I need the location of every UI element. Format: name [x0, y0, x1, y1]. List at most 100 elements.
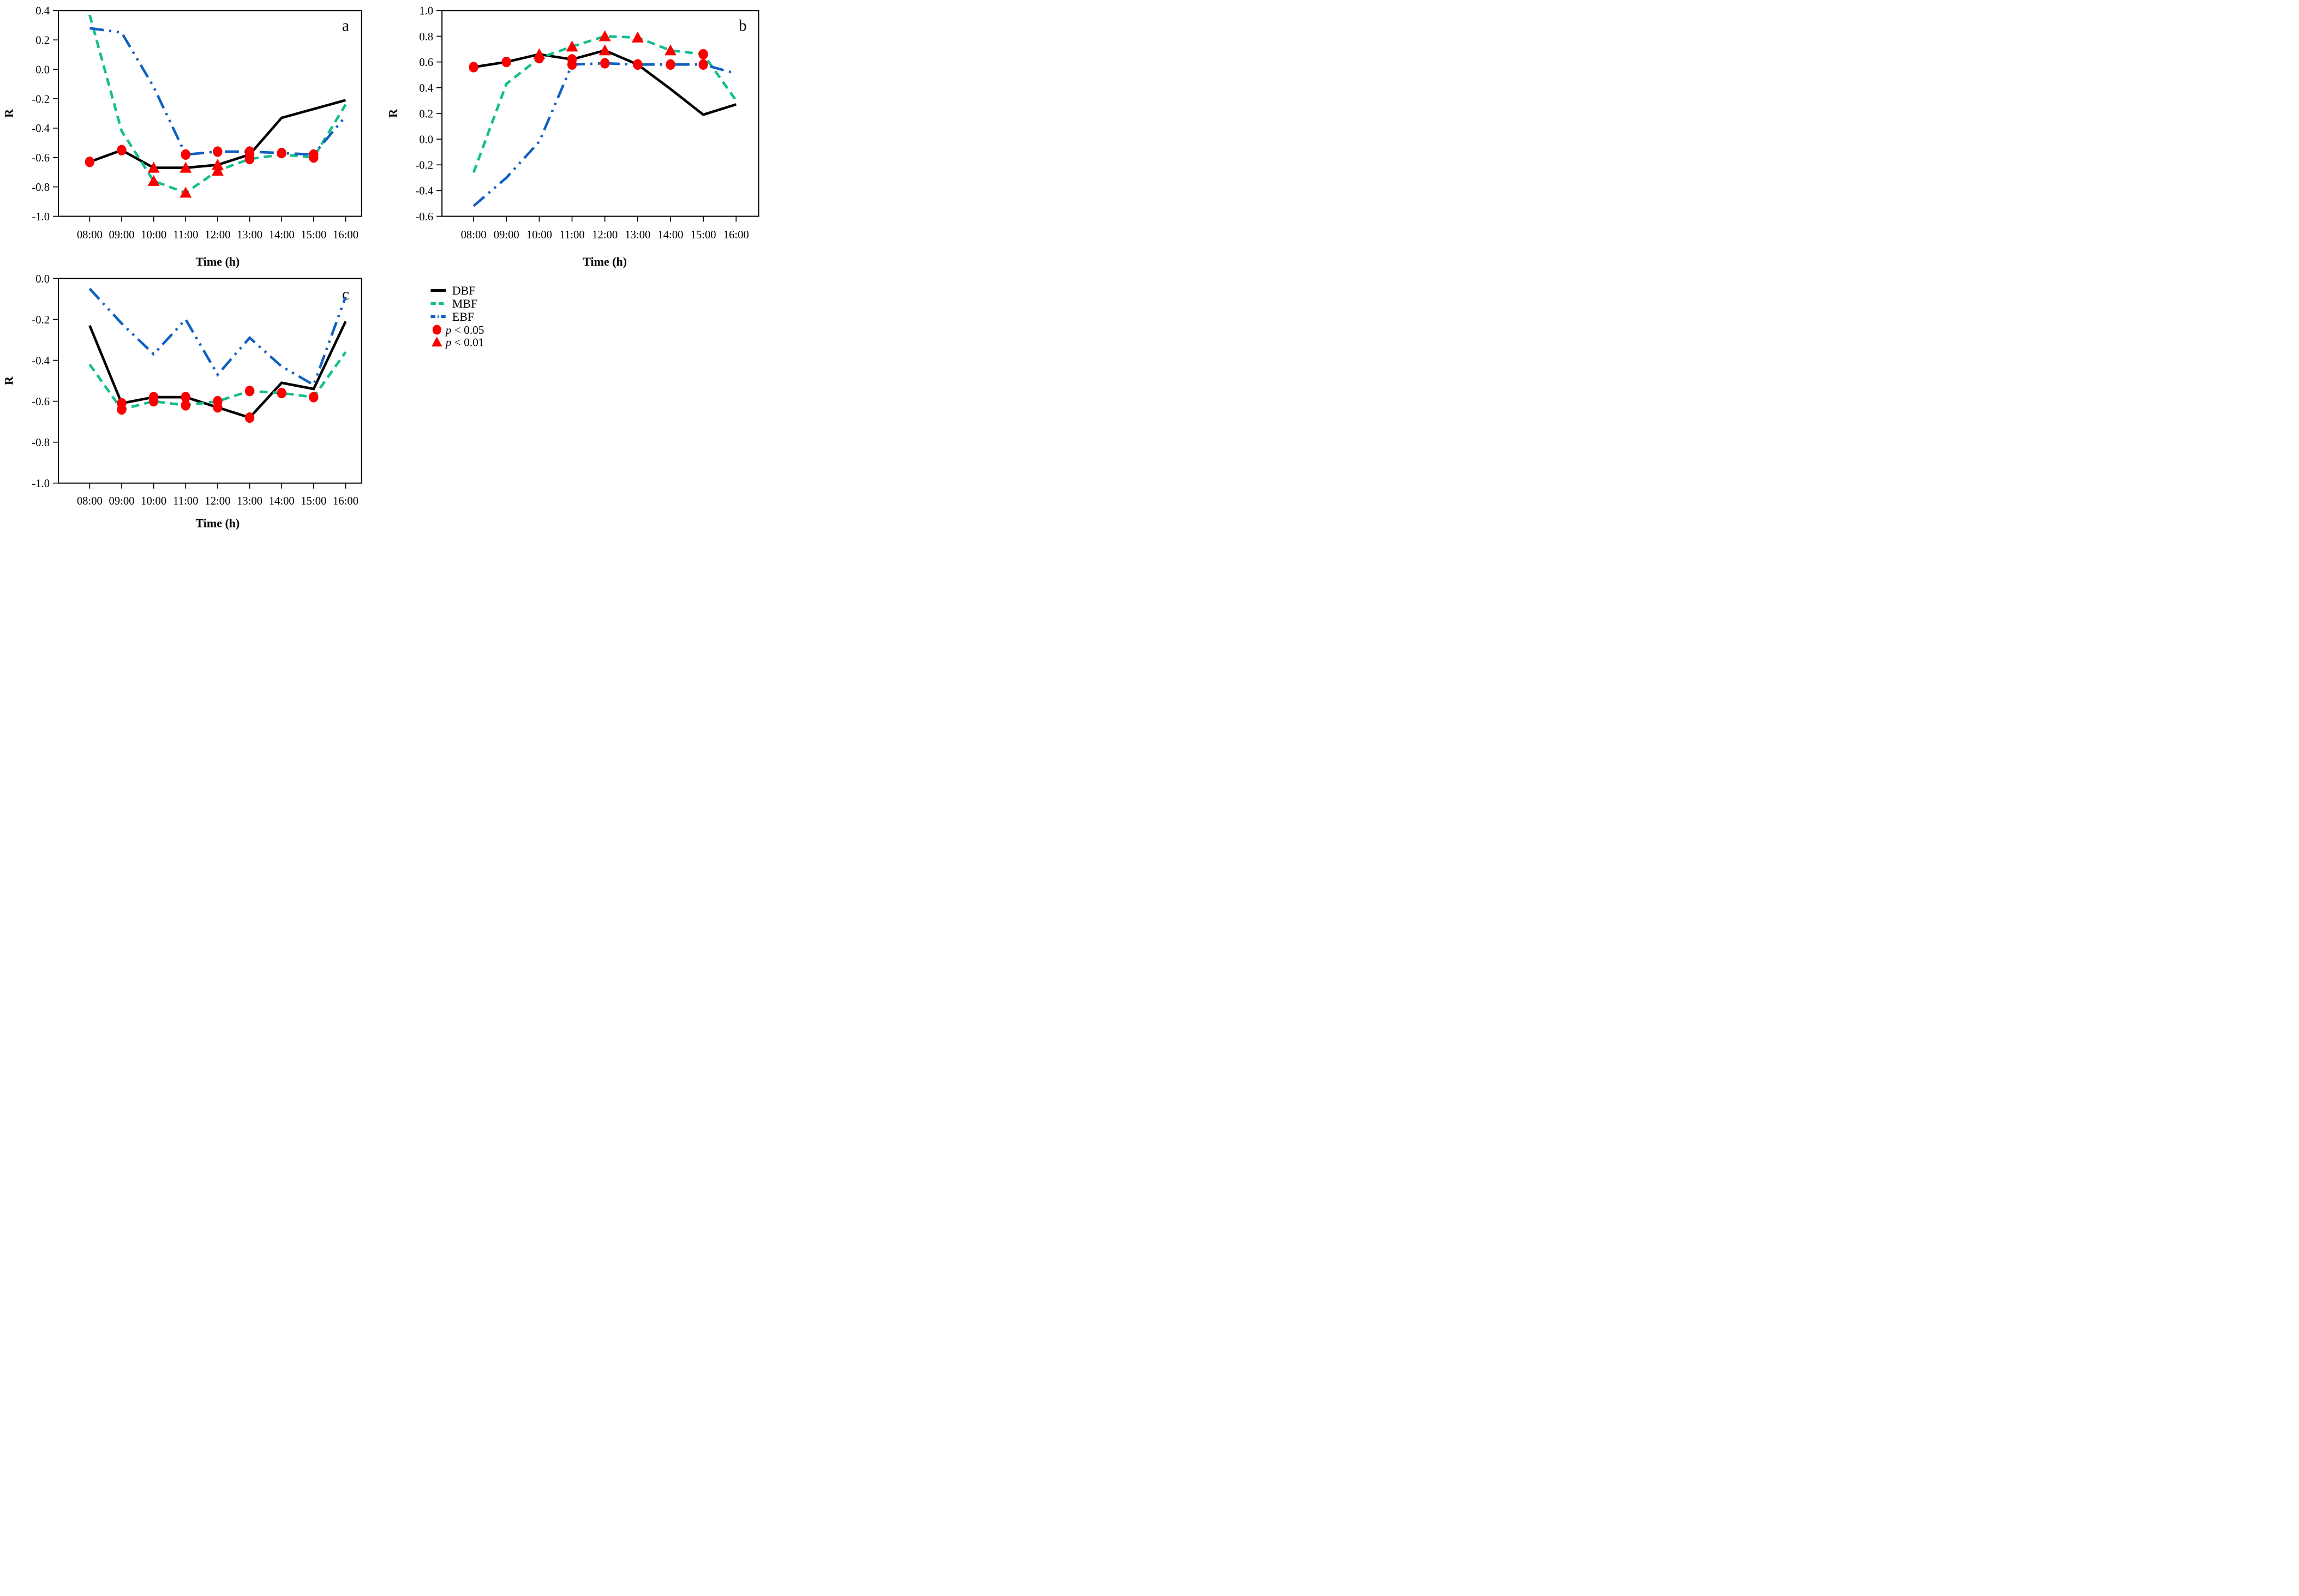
significance-marker-p05: [244, 412, 255, 423]
y-tick-label: -1.0: [32, 211, 50, 223]
x-tick-label: 15:00: [301, 495, 326, 507]
x-tick-label: 08:00: [77, 495, 103, 507]
x-tick-label: 13:00: [625, 229, 650, 241]
x-tick-label: 13:00: [237, 495, 262, 507]
markers-c: [117, 386, 319, 423]
x-tick-label: 14:00: [269, 495, 295, 507]
legend-label-DBF: DBF: [452, 284, 476, 297]
y-axis-title-a: R: [2, 109, 16, 118]
x-tick-label: 10:00: [141, 229, 166, 241]
x-tick-label: 11:00: [173, 495, 198, 507]
plot-frame-c: [58, 278, 362, 484]
x-tick-label: 15:00: [301, 229, 326, 241]
y-tick-label: -0.8: [32, 182, 50, 194]
significance-marker-p05: [117, 145, 127, 155]
significance-marker-p05: [117, 404, 127, 415]
x-tick-label: 14:00: [269, 229, 295, 241]
panel-letter-b: b: [739, 17, 747, 35]
x-tick-label: 08:00: [461, 229, 487, 241]
y-tick-label: -0.2: [32, 314, 50, 326]
significance-marker-p05: [181, 392, 190, 403]
legend-circle-marker: [432, 325, 441, 335]
y-tick-label: -0.2: [415, 160, 433, 172]
significance-marker-p05: [633, 59, 643, 70]
significance-marker-p05: [277, 387, 286, 399]
significance-marker-p05: [244, 386, 255, 397]
x-tick-label: 14:00: [657, 229, 683, 241]
significance-marker-p01: [598, 44, 611, 56]
significance-marker-p01: [147, 175, 160, 186]
x-tick-label: 12:00: [592, 229, 618, 241]
legend-label-p01: p < 0.01: [445, 335, 484, 349]
significance-marker-p01: [147, 161, 160, 173]
x-tick-label: 09:00: [109, 495, 134, 507]
significance-marker-p05: [85, 157, 95, 167]
y-tick-label: 0.4: [419, 82, 433, 94]
significance-marker-p05: [501, 56, 511, 68]
legend-label-EBF: EBF: [452, 310, 474, 323]
x-tick-label: 11:00: [559, 229, 584, 241]
x-tick-label: 08:00: [77, 229, 103, 241]
x-tick-label: 16:00: [333, 229, 358, 241]
x-tick-label: 13:00: [237, 229, 262, 241]
significance-marker-p05: [213, 395, 223, 407]
y-tick-label: 0.2: [419, 108, 433, 120]
significance-marker-p01: [598, 30, 611, 41]
significance-marker-p05: [309, 149, 319, 160]
plot-frame-a: [58, 10, 362, 217]
y-tick-label: -0.6: [32, 396, 50, 408]
series-c-EBF-line: [88, 287, 347, 387]
y-tick-label: -0.6: [32, 152, 50, 164]
series-b-MBF-line: [472, 35, 738, 173]
significance-marker-p01: [566, 40, 578, 52]
significance-marker-p01: [631, 31, 644, 43]
x-tick-label: 10:00: [141, 495, 166, 507]
significance-marker-p05: [698, 59, 708, 70]
y-tick-label: -0.4: [32, 355, 50, 367]
significance-marker-p05: [277, 148, 286, 159]
y-tick-label: -0.6: [415, 211, 433, 223]
significance-marker-p01: [211, 165, 224, 176]
x-tick-label: 16:00: [333, 495, 358, 507]
significance-marker-p05: [244, 153, 255, 165]
x-tick-label: 09:00: [494, 229, 519, 241]
y-tick-label: -1.0: [32, 478, 50, 490]
panel-letter-a: a: [342, 17, 349, 35]
y-tick-label: -0.4: [415, 185, 433, 197]
significance-marker-p05: [567, 59, 577, 70]
x-tick-label: 12:00: [205, 229, 230, 241]
significance-marker-p05: [600, 58, 610, 69]
x-tick-label: 10:00: [526, 229, 552, 241]
significance-marker-p05: [181, 400, 190, 411]
significance-marker-p05: [309, 392, 319, 403]
y-axis-title-c: R: [2, 376, 16, 385]
y-tick-label: 1.0: [419, 5, 433, 17]
significance-marker-p05: [666, 59, 675, 70]
y-tick-label: 0.6: [419, 57, 433, 69]
y-tick-label: -0.4: [32, 123, 50, 135]
significance-marker-p01: [179, 187, 192, 198]
significance-marker-p05: [148, 395, 159, 407]
x-tick-label: 15:00: [691, 229, 716, 241]
figure-canvas: 0.4 0.2 0.0 -0.2 -0.4 -0.6 -0.8 -1.0 08:00 09:00 1…: [2, 5, 759, 530]
y-axis-title-b: R: [386, 109, 399, 118]
legend-label-p05: p < 0.05: [445, 323, 484, 337]
y-tick-label: 0.0: [419, 134, 433, 146]
legend-label-MBF: MBF: [452, 297, 477, 310]
x-tick-label: 16:00: [723, 229, 749, 241]
y-tick-label: -0.2: [32, 93, 50, 105]
y-tick-label: 0.0: [35, 273, 50, 285]
y-tick-label: 0.0: [35, 64, 50, 76]
legend-triangle-marker: [432, 337, 442, 347]
x-tick-label: 09:00: [109, 229, 134, 241]
x-tick-label: 12:00: [205, 495, 230, 507]
x-axis-title-a: Time (h): [196, 255, 240, 268]
correlation-figure: 0.4 0.2 0.0 -0.2 -0.4 -0.6 -0.8 -1.0 08:00 09:00 1…: [0, 0, 767, 532]
significance-marker-p01: [179, 161, 192, 173]
significance-marker-p05: [244, 146, 255, 157]
y-tick-label: 0.8: [419, 31, 433, 43]
y-tick-label: 0.4: [35, 5, 50, 17]
markers-a: [85, 145, 319, 198]
significance-marker-p05: [181, 149, 190, 160]
